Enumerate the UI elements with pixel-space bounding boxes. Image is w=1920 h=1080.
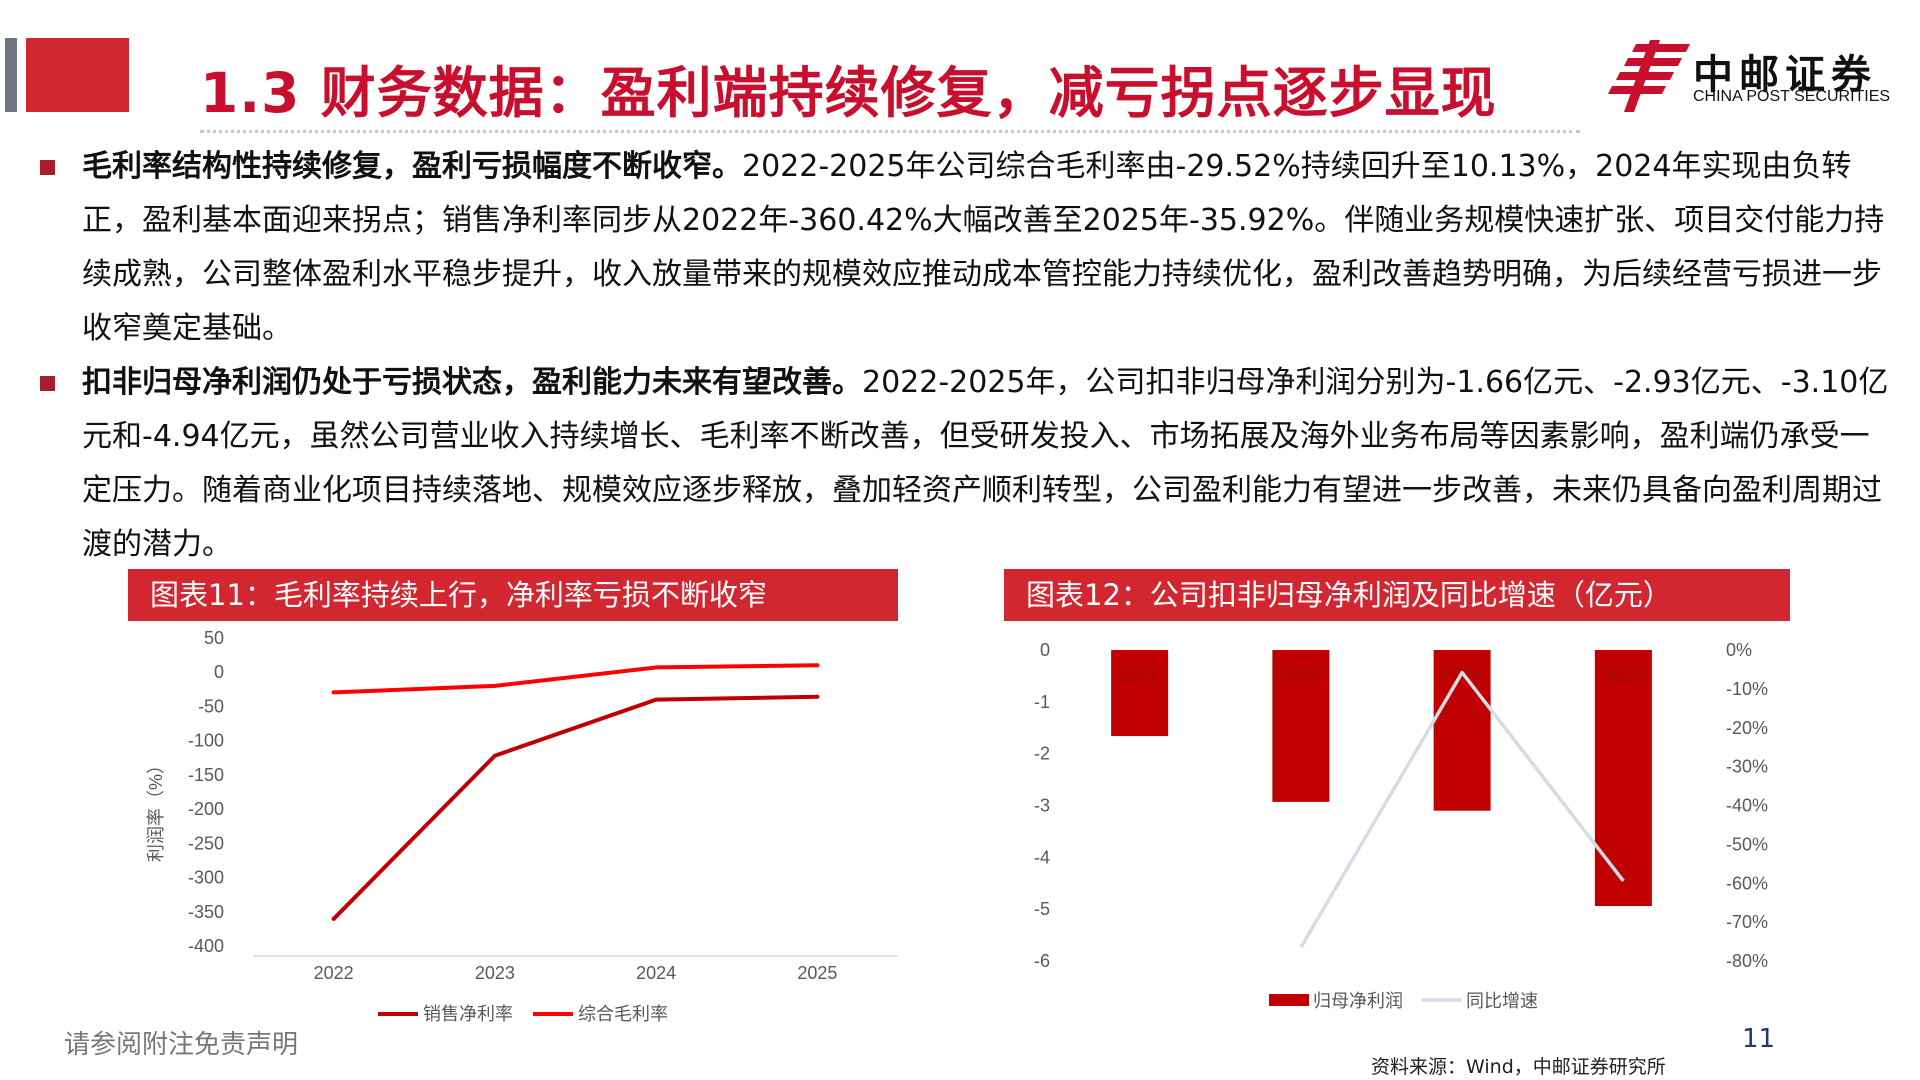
chart12-y2-tick: -30%	[1726, 757, 1768, 777]
bullet-square-icon	[40, 160, 55, 175]
chart12-y2-tick: -40%	[1726, 796, 1768, 816]
chart12-y2-tick: -10%	[1726, 679, 1768, 699]
data-source: 资料来源：Wind，中邮证券研究所	[1371, 1056, 1666, 1078]
chart12-y-tick: -1	[1034, 692, 1050, 712]
chart11-y-tick: -100	[188, 731, 224, 751]
chart11-y-tick: -50	[198, 696, 224, 716]
chart11-y-tick: 0	[214, 662, 224, 682]
chart11-data-point	[331, 690, 336, 695]
chart11-x-tick: 2024	[636, 963, 676, 983]
chart11-y-tick: -250	[188, 833, 224, 853]
chart11-line-chart: 50 0 -50 -100 -150 -200 -250 -300 -350 -400 2022 2…	[146, 628, 898, 1024]
chart12-y-tick: -6	[1034, 951, 1050, 971]
chart11-data-point	[331, 916, 336, 921]
chart11-legend-label: 销售净利率	[423, 1004, 513, 1024]
chart11-series-line-1	[332, 694, 818, 921]
chart12-y-tick: -3	[1034, 796, 1050, 816]
chart12-bar	[1594, 650, 1652, 907]
paragraph-body: 2022-2025年公司综合毛利率由-29.52%持续回升至10.13%，202…	[82, 149, 1885, 346]
chart12-y2-tick: 0%	[1726, 640, 1752, 660]
chart12-x-tick: 2023	[1281, 665, 1321, 685]
chart12-y-tick: -5	[1034, 899, 1050, 919]
chart12-y2-tick: -20%	[1726, 718, 1768, 738]
chart12-x-tick: 2022	[1120, 665, 1160, 685]
chart11-y-axis-label: 利润率（%）	[146, 756, 166, 862]
chart12-x-tick: 2025	[1603, 665, 1643, 685]
page-title: 1.3 财务数据：盈利端持续修复，减亏拐点逐步显现	[200, 61, 1497, 125]
disclaimer-note: 请参阅附注免责声明	[64, 1030, 299, 1060]
logo-chinese: 中邮证券	[1693, 52, 1877, 98]
chart12-y2-tick: -60%	[1726, 873, 1768, 893]
chart11-legend-label: 综合毛利率	[578, 1004, 668, 1024]
logo-english: CHINA POST SECURITIES	[1693, 88, 1891, 105]
chart11-x-tick: 2025	[797, 963, 837, 983]
paragraph-gross-margin: 毛利率结构性持续修复，盈利亏损幅度不断收窄。2022-2025年公司综合毛利率由…	[82, 140, 1892, 356]
paragraph-body: 2022-2025年，公司扣非归母净利润分别为-1.66亿元、-2.93亿元、-…	[82, 365, 1889, 562]
header-accent-red	[26, 38, 129, 112]
chart11-y-tick: -350	[188, 902, 224, 922]
china-post-logo-icon	[1608, 40, 1690, 112]
chart12-bar	[1111, 650, 1169, 737]
chart12-y2-tick: -80%	[1726, 951, 1768, 971]
chart11-x-tick: 2022	[314, 963, 354, 983]
chart11-data-point	[654, 697, 659, 702]
chart11-y-tick: -400	[188, 936, 224, 956]
bullet-square-icon	[40, 376, 55, 391]
chart12-y-tick: -4	[1034, 847, 1050, 867]
chart11-y-tick: -200	[188, 799, 224, 819]
chart11-y-tick: 50	[204, 628, 224, 648]
chart11-title: 图表11：毛利率持续上行，净利率亏损不断收窄	[128, 569, 898, 621]
page-number: 11	[1742, 1024, 1776, 1054]
chart12-y2-tick: -70%	[1726, 912, 1768, 932]
chart11-series-line-2	[333, 663, 818, 695]
chart12-legend-label: 归母净利润	[1313, 991, 1403, 1011]
chart11-data-point	[654, 665, 659, 670]
chart12-legend-swatch-bar	[1269, 994, 1309, 1006]
chart12-growth-line	[1299, 670, 1625, 949]
paragraph-net-profit: 扣非归母净利润仍处于亏损状态，盈利能力未来有望改善。2022-2025年，公司扣…	[82, 356, 1892, 572]
chart11-data-point	[815, 663, 820, 668]
header-divider	[200, 130, 1580, 133]
chart12-legend-label: 同比增速	[1466, 991, 1538, 1011]
chart11-data-point	[492, 753, 497, 758]
chart12-y2-tick: -50%	[1726, 834, 1768, 854]
chart12-y-tick: -2	[1034, 744, 1050, 764]
chart11-y-tick: -300	[188, 868, 224, 888]
chart12-y-tick: 0	[1040, 640, 1050, 660]
chart11-data-point	[492, 683, 497, 688]
chart12-bar	[1272, 650, 1330, 802]
header-accent-grey	[5, 38, 17, 112]
chart12-bar	[1433, 650, 1491, 811]
chart11-y-tick: -150	[188, 765, 224, 785]
chart11-data-point	[815, 694, 820, 699]
paragraph-heading: 毛利率结构性持续修复，盈利亏损幅度不断收窄。	[82, 149, 742, 184]
chart12-title: 图表12：公司扣非归母净利润及同比增速（亿元）	[1004, 569, 1790, 621]
chart11-x-tick: 2023	[475, 963, 515, 983]
chart12-combo-chart: 0 -1 -2 -3 -4 -5 -6 0% -10% -20% -30% -40% -50% -60%…	[1034, 640, 1768, 1011]
paragraph-heading: 扣非归母净利润仍处于亏损状态，盈利能力未来有望改善。	[82, 365, 862, 400]
